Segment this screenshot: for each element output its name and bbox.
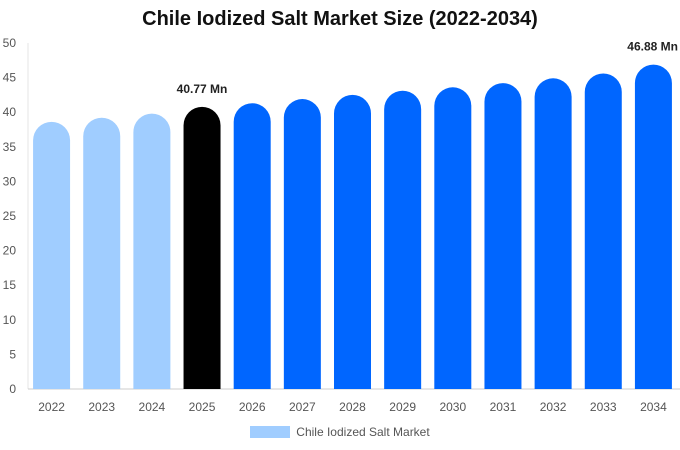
y-tick-label: 10 (3, 313, 17, 327)
x-tick-label: 2027 (289, 400, 316, 414)
bar-2033[interactable] (584, 73, 622, 390)
y-tick-label: 40 (3, 105, 17, 119)
x-tick-label: 2030 (439, 400, 466, 414)
x-tick-label: 2031 (490, 400, 517, 414)
y-tick-label: 20 (3, 244, 17, 258)
legend-swatch (250, 426, 291, 438)
bar-2024[interactable] (133, 113, 171, 390)
y-tick-label: 5 (9, 347, 16, 361)
x-tick-label: 2034 (640, 400, 667, 414)
data-labels-group: 40.77 Mn 46.88 Mn (177, 40, 678, 96)
legend-label: Chile Iodized Salt Market (296, 425, 430, 439)
x-axis: 2022 2023 2024 2025 2026 2027 2028 2029 2030 2031… (28, 388, 680, 414)
y-axis: 0 5 10 15 20 25 30 35 40 45 50 (3, 36, 29, 396)
x-tick-label: 2025 (189, 400, 216, 414)
y-tick-label: 50 (3, 36, 17, 50)
chart-title: Chile Iodized Salt Market Size (2022-203… (142, 8, 538, 30)
y-tick-label: 30 (3, 174, 17, 188)
x-tick-label: 2024 (139, 400, 166, 414)
bar-2028[interactable] (334, 94, 371, 390)
x-tick-label: 2023 (88, 400, 115, 414)
bar-2031[interactable] (484, 83, 522, 390)
x-tick-label: 2026 (239, 400, 266, 414)
y-tick-label: 0 (9, 382, 16, 396)
y-tick-label: 15 (3, 278, 17, 292)
bar-2026[interactable] (233, 103, 271, 390)
data-label-2034: 46.88 Mn (627, 40, 678, 54)
y-tick-label: 35 (3, 140, 17, 154)
bars-group (33, 64, 672, 390)
x-tick-label: 2022 (38, 400, 65, 414)
bar-2027[interactable] (283, 99, 321, 389)
x-tick-label: 2028 (339, 400, 366, 414)
bar-2029[interactable] (384, 90, 422, 390)
legend[interactable]: Chile Iodized Salt Market (0, 425, 680, 439)
bar-2030[interactable] (434, 87, 472, 390)
x-tick-label: 2029 (389, 400, 416, 414)
y-tick-label: 45 (3, 71, 17, 85)
bar-2022[interactable] (33, 121, 71, 390)
x-tick-label: 2032 (540, 400, 567, 414)
bar-2025[interactable] (183, 106, 221, 390)
bar-2023[interactable] (83, 117, 121, 390)
bar-2034[interactable] (634, 64, 672, 390)
bar-2032[interactable] (534, 78, 572, 390)
x-tick-label: 2033 (590, 400, 617, 414)
y-tick-label: 25 (3, 209, 17, 223)
data-label-2025: 40.77 Mn (177, 82, 228, 96)
